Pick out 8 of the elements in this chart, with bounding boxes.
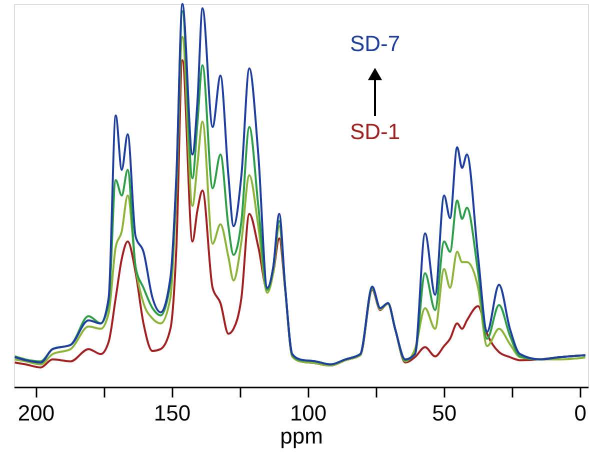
- x-axis-title: ppm: [280, 424, 323, 448]
- x-tick-label: 50: [432, 400, 457, 426]
- x-tick-label: 100: [290, 400, 327, 426]
- x-tick-label: 0: [574, 400, 586, 426]
- x-tick-label: 150: [154, 400, 191, 426]
- text: SD-7: [350, 31, 400, 56]
- x-tick-label: 200: [18, 400, 55, 426]
- text: SD-1: [350, 119, 400, 144]
